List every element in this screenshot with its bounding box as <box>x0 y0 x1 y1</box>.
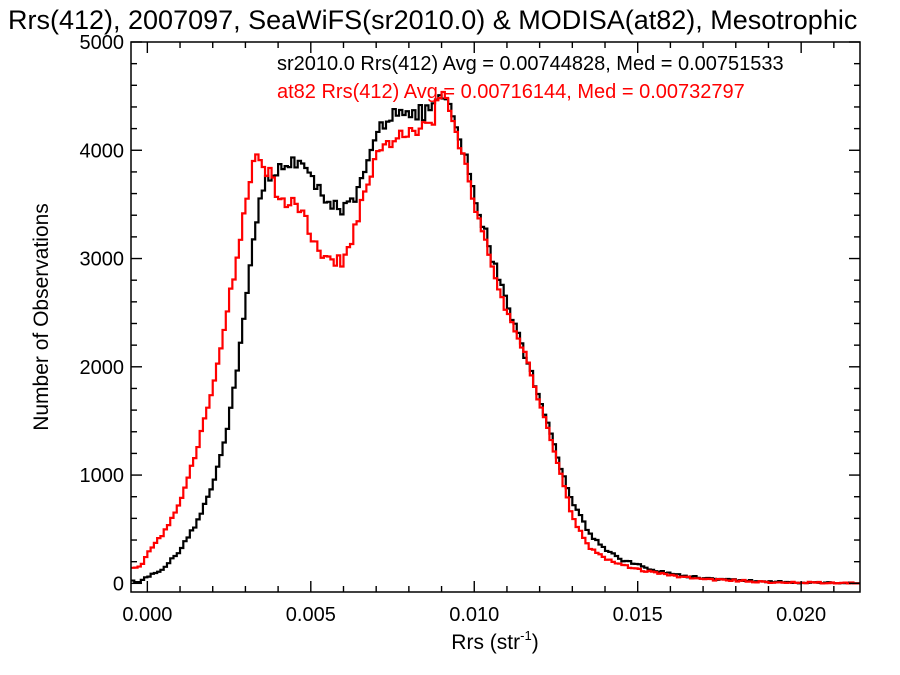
plot-frame <box>130 41 861 593</box>
x-tick-label: 0.015 <box>613 604 663 626</box>
legend-entry-sr2010: sr2010.0 Rrs(412) Avg = 0.00744828, Med … <box>277 53 784 75</box>
x-tick-label: 0.000 <box>122 604 172 626</box>
x-axis-label-main: Rrs (str <box>451 631 520 654</box>
y-tick-label: 1000 <box>80 465 125 487</box>
y-tick-label: 3000 <box>80 249 125 271</box>
ticks-layer <box>131 41 860 592</box>
x-tick-labels: 0.000 0.005 0.010 0.015 0.020 <box>122 604 826 626</box>
series-line-sr2010.0 <box>131 94 860 585</box>
y-tick-label: 5000 <box>80 32 125 54</box>
series-layer <box>131 90 860 585</box>
y-tick-label: 0 <box>113 573 124 595</box>
y-tick-label: 2000 <box>80 357 125 379</box>
x-axis-label-close: ) <box>532 631 539 654</box>
chart-title: Rrs(412), 2007097, SeaWiFS(sr2010.0) & M… <box>8 5 857 35</box>
x-axis-label-superscript: -1 <box>520 628 532 643</box>
x-axis-label: Rrs (str-1) <box>451 628 538 654</box>
x-tick-label: 0.010 <box>449 604 499 626</box>
y-tick-label: 4000 <box>80 140 125 162</box>
x-tick-label: 0.020 <box>776 604 826 626</box>
series-line-at82 <box>131 90 860 585</box>
x-tick-label: 0.005 <box>286 604 336 626</box>
y-axis-label: Number of Observations <box>30 203 53 431</box>
y-tick-labels: 0 1000 2000 3000 4000 5000 <box>80 32 125 595</box>
legend-entry-at82: at82 Rrs(412) Avg = 0.00716144, Med = 0.… <box>277 81 745 103</box>
